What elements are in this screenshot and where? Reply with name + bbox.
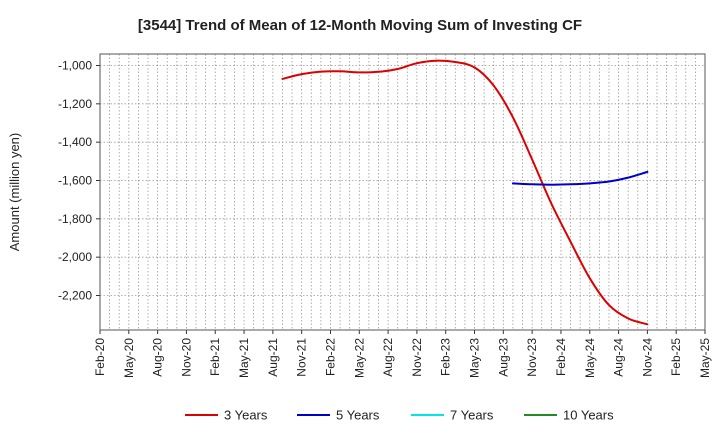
y-tick-label: -2,000 xyxy=(58,250,92,264)
x-tick-label: Feb-24 xyxy=(554,338,568,376)
y-tick-label: -1,800 xyxy=(58,212,92,226)
x-tick-label: May-20 xyxy=(122,338,136,378)
y-tick-label: -1,400 xyxy=(58,135,92,149)
series-line-3-years xyxy=(281,59,649,326)
legend-label-5-years: 5 Years xyxy=(336,408,380,423)
x-tick-label: Feb-20 xyxy=(93,338,107,376)
y-tick-label: -1,000 xyxy=(58,59,92,73)
legend-label-3-years: 3 Years xyxy=(224,408,268,423)
series-lines xyxy=(281,59,649,326)
x-tick-label: Feb-23 xyxy=(439,338,453,376)
x-tick-label: May-24 xyxy=(583,338,597,378)
x-tick-label: Aug-21 xyxy=(266,338,280,377)
series-line-5-years xyxy=(511,170,649,186)
y-axis-ticks: -1,000 -1,200 -1,400 -1,600 -1,800 -2,000 -2,2… xyxy=(58,59,100,303)
x-tick-label: Feb-21 xyxy=(208,338,222,376)
x-tick-label: May-23 xyxy=(468,338,482,378)
y-tick-label: -1,600 xyxy=(58,174,92,188)
y-tick-label: -2,200 xyxy=(58,289,92,303)
x-tick-label: Aug-22 xyxy=(381,338,395,377)
y-tick-label: -1,200 xyxy=(58,97,92,111)
y-axis-label: Amount (million yen) xyxy=(7,133,22,252)
x-tick-label: Nov-21 xyxy=(295,338,309,377)
plot-area xyxy=(100,54,705,330)
x-tick-label: Aug-20 xyxy=(151,338,165,377)
x-tick-label: May-25 xyxy=(698,338,712,378)
x-tick-label: Nov-20 xyxy=(179,338,193,377)
x-tick-label: Feb-22 xyxy=(323,338,337,376)
gridlines xyxy=(99,54,706,330)
legend-label-7-years: 7 Years xyxy=(450,408,494,423)
x-tick-label: Aug-23 xyxy=(496,338,510,377)
x-axis-ticks: Feb-20 May-20 Aug-20 Nov-20 Feb-21 May-21 Aug-… xyxy=(93,330,712,378)
plot-frame xyxy=(99,53,706,331)
x-tick-label: May-21 xyxy=(237,338,251,378)
x-tick-label: Aug-24 xyxy=(612,338,626,377)
x-tick-label: Nov-23 xyxy=(525,338,539,377)
legend-label-10-years: 10 Years xyxy=(563,408,614,423)
chart-title: [3544] Trend of Mean of 12-Month Moving … xyxy=(138,17,582,34)
x-tick-label: May-22 xyxy=(352,338,366,378)
legend: 3 Years 5 Years 7 Years 10 Years xyxy=(185,408,614,423)
x-tick-label: Nov-24 xyxy=(640,338,654,377)
x-tick-label: Feb-25 xyxy=(669,338,683,376)
x-tick-label: Nov-22 xyxy=(410,338,424,377)
